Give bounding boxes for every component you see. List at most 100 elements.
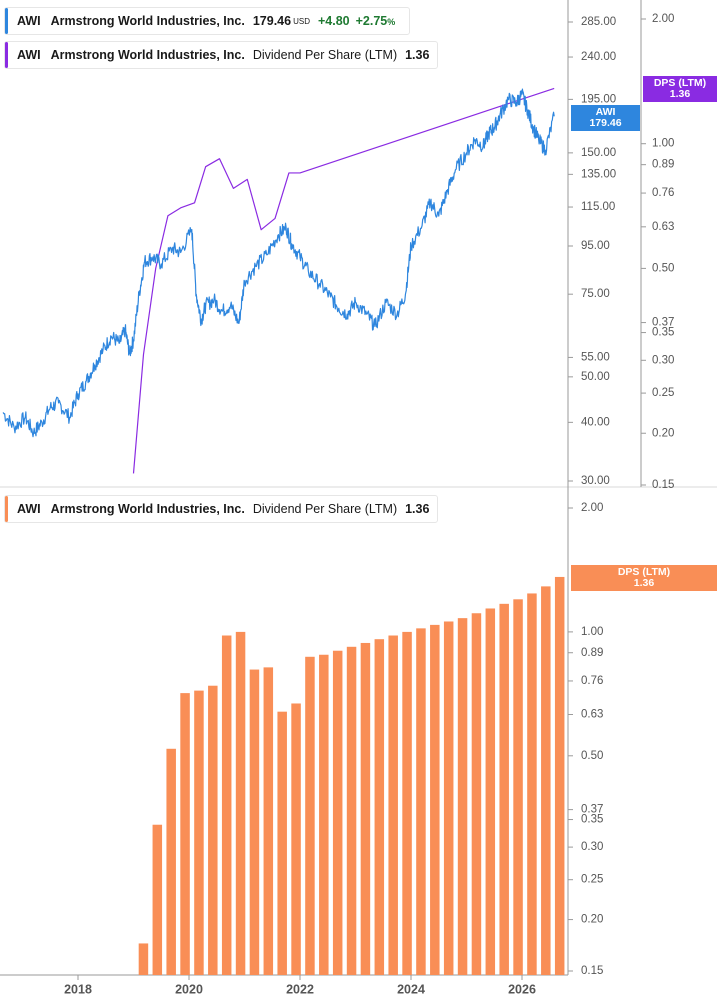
dps-bar bbox=[180, 693, 190, 975]
dps-bar bbox=[513, 599, 523, 975]
dps-bottom-legend-value: 1.36 bbox=[405, 502, 430, 516]
dps-bar bbox=[485, 608, 496, 975]
dps-bottom-axis-tick-label: 0.20 bbox=[581, 914, 603, 926]
dps-bar bbox=[166, 748, 176, 975]
dps-bar bbox=[416, 628, 426, 975]
dps-bottom-legend-ticker: AWI bbox=[17, 502, 41, 516]
dps-bar bbox=[332, 650, 343, 975]
price-axis-tick-label: 50.00 bbox=[581, 371, 610, 383]
price-legend-value: 179.46 bbox=[252, 14, 292, 28]
price-legend-change-pct-sign: % bbox=[387, 17, 396, 27]
dps-top-tag-label: DPS (LTM) bbox=[653, 77, 707, 89]
x-axis-tick-label: 2022 bbox=[286, 982, 314, 996]
dps-top-axis-tick-label: 0.50 bbox=[652, 262, 674, 274]
x-axis-tick-label: 2024 bbox=[397, 982, 425, 996]
price-axis-tick-label: 95.00 bbox=[581, 240, 610, 252]
price-legend-change-pct: +2.75% bbox=[356, 14, 396, 28]
price-legend-currency: USD bbox=[293, 16, 310, 26]
x-axis-tick-label: 2020 bbox=[175, 982, 203, 996]
dps-bottom-legend-company: Armstrong World Industries, Inc. bbox=[50, 502, 245, 516]
price-tag-ticker: AWI bbox=[595, 106, 616, 118]
dps-top-axis-tick-label: 0.63 bbox=[652, 221, 674, 233]
dps-bottom-legend-swatch bbox=[5, 496, 8, 522]
dps-bar bbox=[138, 943, 149, 975]
dps-bottom-axis-tick-label: 0.15 bbox=[581, 965, 603, 977]
dps-bar bbox=[249, 669, 260, 975]
x-axis-tick-label: 2026 bbox=[508, 982, 536, 996]
dps-bar bbox=[499, 603, 509, 975]
dps-bar bbox=[430, 624, 440, 975]
dps-bottom-axis-tick-label: 0.37 bbox=[581, 804, 603, 816]
dps-top-axis-tick-label: 0.30 bbox=[652, 354, 674, 366]
dps-bottom-axis-tick-label: 0.30 bbox=[581, 841, 603, 853]
dps-line bbox=[132, 87, 555, 474]
dps-bar bbox=[346, 646, 357, 975]
dps-bar bbox=[152, 824, 163, 975]
dps-bottom-axis-tick-label: 0.76 bbox=[581, 675, 603, 687]
dps-bar bbox=[291, 703, 301, 975]
dps-bar bbox=[235, 631, 246, 975]
dps-bar bbox=[277, 711, 287, 975]
price-legend-company: Armstrong World Industries, Inc. bbox=[50, 14, 245, 28]
dps-bar bbox=[471, 613, 482, 975]
dps-top-legend-company: Armstrong World Industries, Inc. bbox=[50, 48, 245, 62]
dps-bottom-tag-label: DPS (LTM) bbox=[617, 566, 671, 578]
dps-top-legend[interactable]: AWI Armstrong World Industries, Inc. Div… bbox=[4, 41, 439, 69]
price-last-value-tag: AWI 179.46 bbox=[571, 105, 640, 131]
x-axis-tick-label: 2018 bbox=[64, 982, 92, 996]
price-line bbox=[2, 88, 555, 438]
dps-top-axis-tick-label: 0.15 bbox=[652, 479, 674, 491]
dps-top-last-value-tag: DPS (LTM) 1.36 bbox=[643, 76, 717, 102]
dps-bar bbox=[443, 621, 454, 975]
price-axis-tick-label: 135.00 bbox=[581, 168, 616, 180]
dps-bar bbox=[457, 618, 468, 975]
price-legend-ticker: AWI bbox=[17, 14, 41, 28]
dps-top-axis-tick-label: 0.76 bbox=[652, 187, 674, 199]
dps-top-axis-tick-label: 1.00 bbox=[652, 138, 674, 150]
price-axis-tick-label: 55.00 bbox=[581, 351, 610, 363]
dps-top-axis-tick-label: 0.37 bbox=[652, 317, 674, 329]
dps-top-legend-ticker: AWI bbox=[17, 48, 41, 62]
price-axis-tick-label: 75.00 bbox=[581, 288, 610, 300]
dps-bottom-axis-tick-label: 2.00 bbox=[581, 502, 603, 514]
dps-bottom-legend-metric: Dividend Per Share (LTM) bbox=[252, 502, 398, 516]
dps-bottom-tag-value: 1.36 bbox=[633, 577, 655, 589]
price-axis-tick-label: 195.00 bbox=[581, 93, 616, 105]
dps-bar bbox=[374, 639, 385, 975]
dps-bottom-last-value-tag: DPS (LTM) 1.36 bbox=[571, 565, 717, 591]
dps-bar bbox=[263, 667, 274, 975]
dps-bottom-axis-tick-label: 0.25 bbox=[581, 874, 603, 886]
dps-bar bbox=[388, 635, 398, 975]
price-tag-value: 179.46 bbox=[589, 117, 622, 129]
dps-bar bbox=[360, 642, 371, 975]
dps-bar bbox=[554, 576, 565, 975]
price-legend-change: +4.80 bbox=[317, 14, 350, 28]
price-axis-tick-label: 150.00 bbox=[581, 147, 616, 159]
dps-bottom-axis-tick-label: 0.50 bbox=[581, 750, 603, 762]
dps-bar bbox=[221, 635, 232, 975]
price-axis-tick-label: 30.00 bbox=[581, 475, 610, 487]
dps-top-tag-value: 1.36 bbox=[669, 88, 691, 100]
dps-top-axis-tick-label: 0.89 bbox=[652, 159, 674, 171]
dps-bottom-axis-tick-label: 0.35 bbox=[581, 814, 603, 826]
dps-top-legend-swatch bbox=[5, 42, 8, 68]
price-axis-tick-label: 240.00 bbox=[581, 51, 616, 63]
dps-bar bbox=[319, 654, 329, 975]
dps-bottom-axis-tick-label: 0.89 bbox=[581, 647, 603, 659]
price-legend-swatch bbox=[5, 8, 8, 34]
dps-top-axis-tick-label: 0.20 bbox=[652, 427, 674, 439]
price-legend-change-pct-value: +2.75 bbox=[355, 14, 388, 28]
price-axis-tick-label: 115.00 bbox=[581, 201, 615, 213]
dps-top-legend-value: 1.36 bbox=[405, 48, 430, 62]
dps-top-axis-tick-label: 0.25 bbox=[652, 387, 674, 399]
dps-top-legend-metric: Dividend Per Share (LTM) bbox=[252, 48, 398, 62]
price-axis-tick-label: 285.00 bbox=[581, 16, 616, 28]
dps-bar bbox=[402, 631, 412, 975]
price-legend[interactable]: AWI Armstrong World Industries, Inc. 179… bbox=[4, 7, 411, 35]
dps-bottom-legend[interactable]: AWI Armstrong World Industries, Inc. Div… bbox=[4, 495, 439, 523]
dps-bottom-axis-tick-label: 0.63 bbox=[581, 709, 603, 721]
dps-top-axis-tick-label: 2.00 bbox=[652, 13, 674, 25]
dps-bottom-axis-tick-label: 1.00 bbox=[581, 626, 603, 638]
dps-bar bbox=[208, 685, 218, 975]
